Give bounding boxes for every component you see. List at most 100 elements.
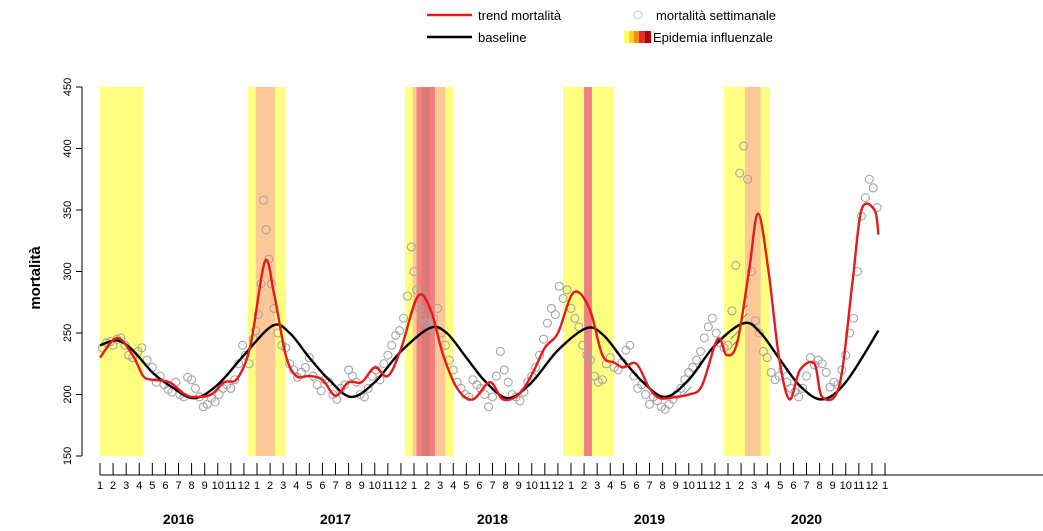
x-tick-label: 12	[709, 480, 721, 492]
weekly-point	[120, 340, 130, 350]
weekly-point	[860, 193, 870, 203]
x-tick-label: 3	[594, 480, 600, 492]
x-axis: 1 2 3 4 5 6 7 8 9 10 11 12 1 2 3 4 5 6 7 8 9 10 11 12 1 2 3 4 5 6 7 8 9 1…	[97, 463, 1043, 527]
weekly-point	[487, 392, 498, 402]
weekly-point	[412, 285, 422, 295]
y-tick-label: 350	[62, 201, 74, 219]
year-label: 2016	[163, 511, 194, 527]
weekly-point	[794, 392, 804, 402]
x-tick-label: 1	[97, 480, 103, 492]
weekly-point	[562, 285, 572, 295]
weekly-point	[480, 389, 490, 400]
legend-epidemic-label: Epidemia influenzale	[653, 30, 773, 45]
x-tick-label: 10	[840, 480, 852, 492]
weekly-point	[864, 174, 874, 184]
x-tick-label: 8	[346, 480, 352, 492]
weekly-point	[251, 325, 261, 336]
weekly-point	[402, 291, 413, 301]
x-tick-label: 6	[162, 480, 168, 492]
epidemic-band	[584, 87, 592, 456]
weekly-point	[210, 397, 220, 407]
weekly-point	[699, 333, 710, 343]
weekly-point	[703, 322, 713, 332]
x-tick-label: 8	[817, 480, 823, 492]
x-tick-label: 1	[882, 480, 888, 492]
x-tick-label: 10	[683, 480, 695, 492]
weekly-point	[542, 318, 553, 328]
x-tick-label: 4	[764, 480, 770, 492]
weekly-point	[190, 383, 201, 393]
weekly-point	[798, 383, 808, 393]
weekly-point	[409, 266, 419, 277]
x-tick-label: 3	[751, 480, 757, 492]
weekly-point	[240, 350, 250, 360]
weekly-point	[238, 340, 248, 350]
x-tick-label: 11	[225, 480, 236, 492]
weekly-point	[383, 350, 393, 360]
x-tick-label: 1	[254, 480, 260, 492]
weekly-point	[495, 346, 505, 357]
y-axis-label: mortalità	[27, 246, 44, 310]
x-tick-label: 7	[332, 480, 338, 492]
x-tick-label: 2	[581, 480, 587, 492]
weekly-point	[578, 340, 588, 350]
epidemic-band	[745, 87, 761, 456]
x-tick-label: 6	[633, 480, 639, 492]
x-tick-label: 4	[607, 480, 613, 492]
x-tick-label: 5	[149, 480, 155, 492]
weekly-point	[491, 371, 501, 381]
y-tick-label: 200	[62, 385, 74, 403]
x-tick-label: 8	[660, 480, 666, 492]
y-tick-label: 450	[62, 78, 74, 96]
y-axis: 150 200 250 300 350 400 450	[62, 78, 83, 465]
weekly-point	[558, 294, 568, 304]
x-tick-label: 9	[202, 480, 208, 492]
x-tick-label: 8	[189, 480, 195, 492]
legend-epidemic-swatch	[624, 31, 651, 43]
weekly-point	[226, 383, 236, 393]
weekly-point	[187, 375, 197, 385]
weekly-point	[340, 380, 350, 390]
weekly-point	[142, 355, 152, 365]
x-tick-label: 7	[803, 480, 809, 492]
x-tick-label: 12	[395, 480, 407, 492]
weekly-point	[258, 195, 269, 205]
weekly-point	[304, 353, 314, 363]
x-tick-label: 12	[552, 480, 564, 492]
x-tick-label: 6	[319, 480, 325, 492]
weekly-point	[570, 313, 580, 323]
weekly-point	[499, 365, 509, 375]
weekly-point	[300, 362, 310, 372]
weekly-point	[503, 377, 513, 387]
weekly-point	[688, 362, 698, 372]
weekly-point	[695, 346, 706, 357]
x-tick-label: 9	[359, 480, 365, 492]
weekly-point	[230, 375, 240, 385]
weekly-point	[484, 402, 494, 412]
weekly-point	[731, 260, 741, 270]
epidemic-band	[100, 87, 144, 456]
x-tick-label: 2	[738, 480, 744, 492]
y-tick-label: 300	[62, 262, 74, 280]
weekly-point	[316, 386, 326, 396]
weekly-point	[723, 340, 733, 350]
baseline-line	[99, 321, 880, 401]
x-tick-label: 3	[437, 480, 443, 492]
x-tick-label: 6	[790, 480, 796, 492]
x-tick-label: 2	[110, 480, 116, 492]
weekly-point	[432, 303, 443, 313]
y-tick-label: 150	[62, 447, 74, 465]
legend-points-label: mortalità settimanale	[656, 8, 776, 23]
x-tick-label: 2	[267, 480, 273, 492]
weekly-point	[398, 313, 409, 323]
year-label: 2019	[634, 511, 665, 527]
x-tick-label: 3	[123, 480, 129, 492]
weekly-point	[746, 266, 757, 277]
x-tick-label: 8	[503, 480, 509, 492]
weekly-point	[801, 371, 812, 381]
legend-trend-label: trend mortalità	[478, 8, 562, 23]
y-tick-label: 400	[62, 139, 74, 157]
year-label: 2020	[791, 511, 822, 527]
x-tick-label: 4	[293, 480, 299, 492]
